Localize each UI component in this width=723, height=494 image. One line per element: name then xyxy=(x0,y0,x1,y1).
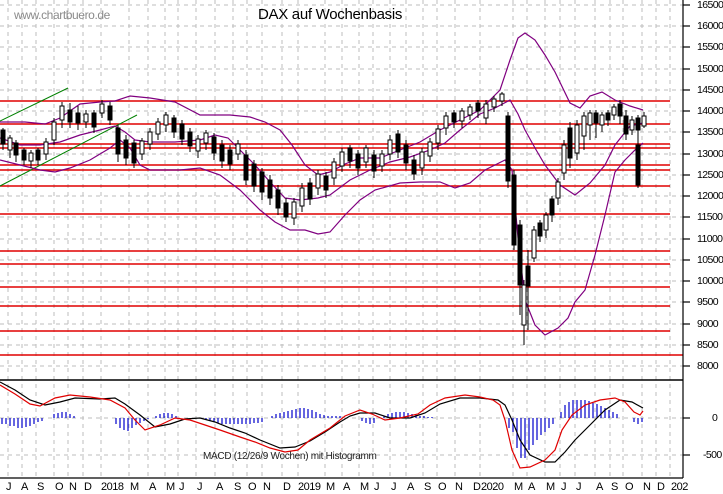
chart-title: DAX auf Wochenbasis xyxy=(258,6,403,23)
y-axis xyxy=(682,0,690,478)
x-tick: 2019 xyxy=(298,481,321,493)
x-tick: 202 xyxy=(671,481,688,493)
x-tick: D xyxy=(283,481,291,493)
x-tick: A xyxy=(21,481,28,493)
y-tick: 16500 xyxy=(697,0,723,11)
y-tick: 11000 xyxy=(697,233,723,245)
x-tick: A xyxy=(149,481,156,493)
x-tick: A xyxy=(343,481,350,493)
y-tick: 14500 xyxy=(697,84,723,96)
x-tick: S xyxy=(234,481,241,493)
x-tick: M xyxy=(326,481,335,493)
x-tick: A xyxy=(407,481,414,493)
x-tick: O xyxy=(55,481,64,493)
y-tick: 15000 xyxy=(697,63,723,75)
y-tick: 10000 xyxy=(697,275,723,287)
macd-y-tick: -500 xyxy=(703,449,722,461)
x-tick: N xyxy=(643,481,651,493)
x-tick: O xyxy=(248,481,257,493)
x-tick: J xyxy=(561,481,567,493)
x-tick: J xyxy=(6,481,12,493)
x-tick: 2018 xyxy=(101,481,124,493)
signal-line xyxy=(0,384,644,469)
y-tick: 11500 xyxy=(697,211,723,223)
x-tick: D xyxy=(84,481,92,493)
y-tick: 15500 xyxy=(697,41,723,53)
y-tick: 12000 xyxy=(697,190,723,202)
x-tick: J xyxy=(179,481,185,493)
macd-panel-label: MACD (12/26/9 Wochen) mit Histogramm xyxy=(203,451,377,462)
macd-y-tick: 0 xyxy=(712,412,718,424)
y-tick: 10500 xyxy=(697,254,723,266)
x-tick: M xyxy=(130,481,139,493)
macd-line xyxy=(0,381,644,463)
candlesticks xyxy=(0,92,647,345)
y-tick: 9000 xyxy=(697,318,719,330)
x-tick: A xyxy=(216,481,223,493)
y-tick: 8000 xyxy=(697,360,719,372)
x-tick: S xyxy=(611,481,618,493)
x-tick: A xyxy=(528,481,535,493)
x-tick: N xyxy=(263,481,271,493)
x-tick: M xyxy=(360,481,369,493)
y-tick: 13000 xyxy=(697,148,723,160)
x-tick: J xyxy=(374,481,380,493)
y-tick: 13500 xyxy=(697,126,723,138)
x-tick: N xyxy=(69,481,77,493)
x-tick: M xyxy=(166,481,175,493)
y-tick: 9500 xyxy=(697,296,719,308)
macd-histogram xyxy=(1,400,643,458)
x-tick: J xyxy=(576,481,582,493)
bollinger-bands xyxy=(0,32,644,336)
y-tick: 16000 xyxy=(697,20,723,32)
x-tick: D xyxy=(473,481,481,493)
x-tick: 2020 xyxy=(481,481,504,493)
watermark: www.chartbuero.de xyxy=(14,8,110,22)
y-tick: 12500 xyxy=(697,169,723,181)
x-tick: M xyxy=(546,481,555,493)
x-tick: A xyxy=(596,481,603,493)
y-tick: 8500 xyxy=(697,339,719,351)
x-tick: D xyxy=(657,481,665,493)
y-tick: 14000 xyxy=(697,105,723,117)
x-tick: S xyxy=(37,481,44,493)
x-tick: J xyxy=(197,481,203,493)
x-tick: J xyxy=(391,481,397,493)
x-tick: O xyxy=(625,481,634,493)
x-tick: N xyxy=(455,481,463,493)
x-tick: O xyxy=(438,481,447,493)
x-tick: S xyxy=(424,481,431,493)
x-tick: M xyxy=(514,481,523,493)
